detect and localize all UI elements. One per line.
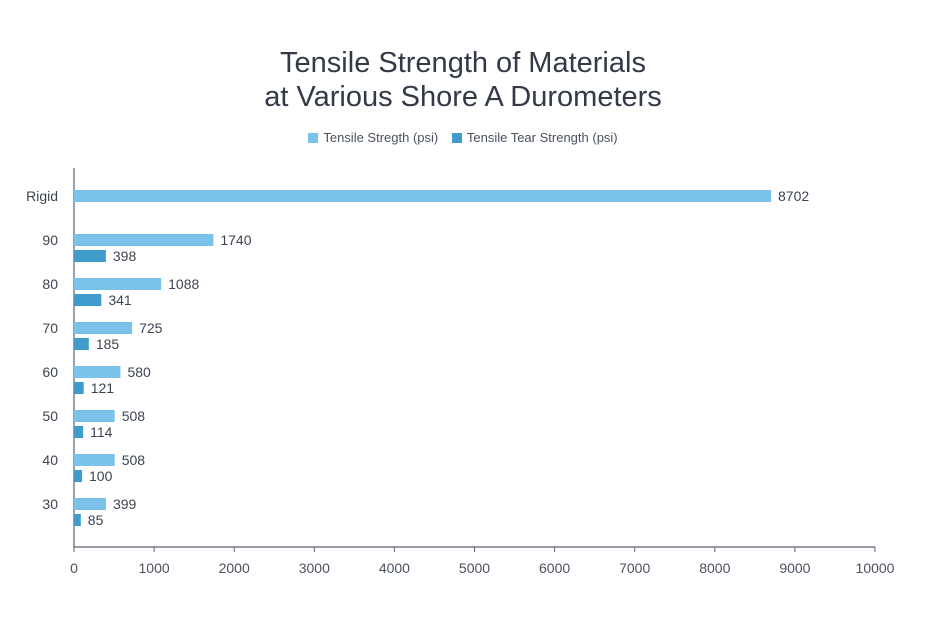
bar-value-label-tensile-30: 399 — [113, 496, 137, 512]
y-category-label-90: 90 — [42, 232, 58, 248]
chart-legend: Tensile Stregth (psi) Tensile Tear Stren… — [0, 130, 926, 146]
bar-tensile-rigid — [74, 190, 772, 202]
bar-value-label-tear-70: 185 — [96, 336, 120, 352]
y-category-label-40: 40 — [42, 452, 58, 468]
bar-tear-60 — [74, 382, 84, 394]
legend-swatch-tensile-strength — [308, 132, 319, 143]
y-category-label-80: 80 — [42, 276, 58, 292]
bar-tensile-60 — [74, 366, 121, 378]
bar-tear-70 — [74, 338, 89, 350]
x-tick-label-2000: 2000 — [219, 560, 250, 576]
bar-tear-90 — [74, 250, 106, 262]
bar-tensile-50 — [74, 410, 115, 422]
y-category-label-50: 50 — [42, 408, 58, 424]
x-tick-label-7000: 7000 — [619, 560, 650, 576]
x-tick-label-6000: 6000 — [539, 560, 570, 576]
legend-label-tear-strength: Tensile Tear Strength (psi) — [466, 130, 618, 145]
bar-value-label-tear-80: 341 — [108, 292, 132, 308]
y-category-label-30: 30 — [42, 496, 58, 512]
y-category-label-70: 70 — [42, 320, 58, 336]
chart-title-line-1: Tensile Strength of Materials — [280, 47, 646, 79]
x-tick-label-3000: 3000 — [299, 560, 330, 576]
bar-value-label-tear-50: 114 — [90, 424, 113, 440]
legend-item-tensile-strength: Tensile Stregth (psi) — [308, 130, 438, 145]
bar-value-label-tensile-rigid: 8702 — [778, 188, 809, 204]
legend-swatch-tear-strength — [451, 132, 462, 143]
bar-value-label-tensile-80: 1088 — [168, 276, 199, 292]
bar-tensile-80 — [74, 278, 162, 290]
bar-value-label-tear-40: 100 — [89, 468, 113, 484]
bar-tensile-90 — [74, 234, 214, 246]
chart-title: Tensile Strength of Materials at Various… — [0, 46, 926, 114]
legend-item-tear-strength: Tensile Tear Strength (psi) — [451, 130, 618, 145]
bar-tear-30 — [74, 514, 81, 526]
x-tick-label-1000: 1000 — [139, 560, 170, 576]
bar-value-label-tensile-70: 725 — [139, 320, 163, 336]
bar-value-label-tear-90: 398 — [113, 248, 137, 264]
y-category-label-rigid: Rigid — [26, 188, 58, 204]
y-category-label-60: 60 — [42, 364, 58, 380]
bar-value-label-tear-60: 121 — [91, 380, 115, 396]
bar-value-label-tensile-90: 1740 — [220, 232, 251, 248]
x-tick-label-8000: 8000 — [699, 560, 730, 576]
legend-label-tensile-strength: Tensile Stregth (psi) — [323, 130, 439, 145]
bar-value-label-tensile-50: 508 — [122, 408, 146, 424]
bar-value-label-tensile-40: 508 — [122, 452, 146, 468]
bar-tensile-30 — [74, 498, 106, 510]
bar-value-label-tensile-60: 580 — [127, 364, 151, 380]
chart-title-line-2: at Various Shore A Durometers — [264, 81, 662, 113]
x-tick-label-9000: 9000 — [779, 560, 810, 576]
x-tick-label-4000: 4000 — [379, 560, 410, 576]
bar-tear-40 — [74, 470, 83, 482]
bar-tensile-40 — [74, 454, 115, 466]
bar-tensile-70 — [74, 322, 133, 334]
bar-value-label-tear-30: 85 — [88, 512, 104, 528]
bar-tear-50 — [74, 426, 84, 438]
x-tick-label-5000: 5000 — [459, 560, 490, 576]
x-tick-label-0: 0 — [70, 560, 78, 576]
bar-tear-80 — [74, 294, 102, 306]
x-tick-label-10000: 10000 — [856, 560, 895, 576]
